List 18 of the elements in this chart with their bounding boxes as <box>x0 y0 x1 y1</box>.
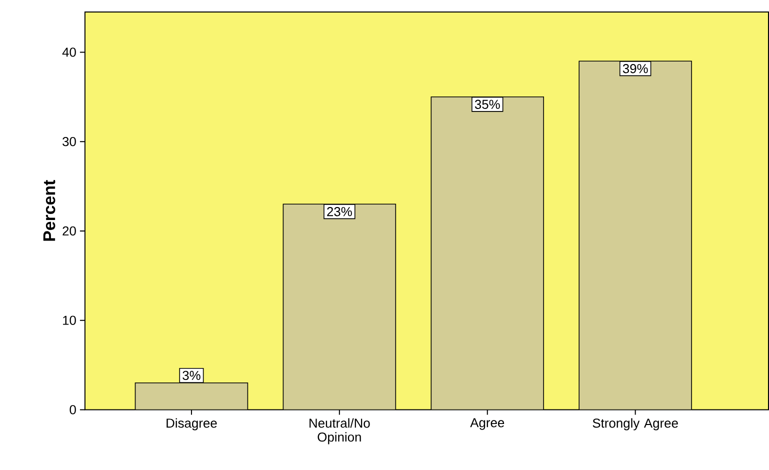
x-tick-label: Disagree <box>166 418 217 430</box>
y-tick-label: 30 <box>62 137 76 146</box>
bar <box>283 204 396 410</box>
data-label: 23% <box>327 207 352 216</box>
data-label: 35% <box>474 100 500 110</box>
x-tick-label: Neutral/No Opinion <box>310 418 370 444</box>
y-axis-title: Percent <box>43 180 56 241</box>
y-tick-label: 40 <box>62 48 76 57</box>
x-tick-label: Agree <box>470 418 504 430</box>
y-tick-label: 0 <box>70 405 76 414</box>
data-label: 3% <box>182 370 200 380</box>
data-label: 39% <box>622 64 648 74</box>
bar <box>578 60 692 410</box>
bar <box>430 96 544 410</box>
x-tick-label: Strongly Agree <box>592 418 678 430</box>
y-tick-label: 20 <box>62 226 76 236</box>
y-tick-label: 10 <box>63 316 76 326</box>
bar <box>134 382 248 410</box>
